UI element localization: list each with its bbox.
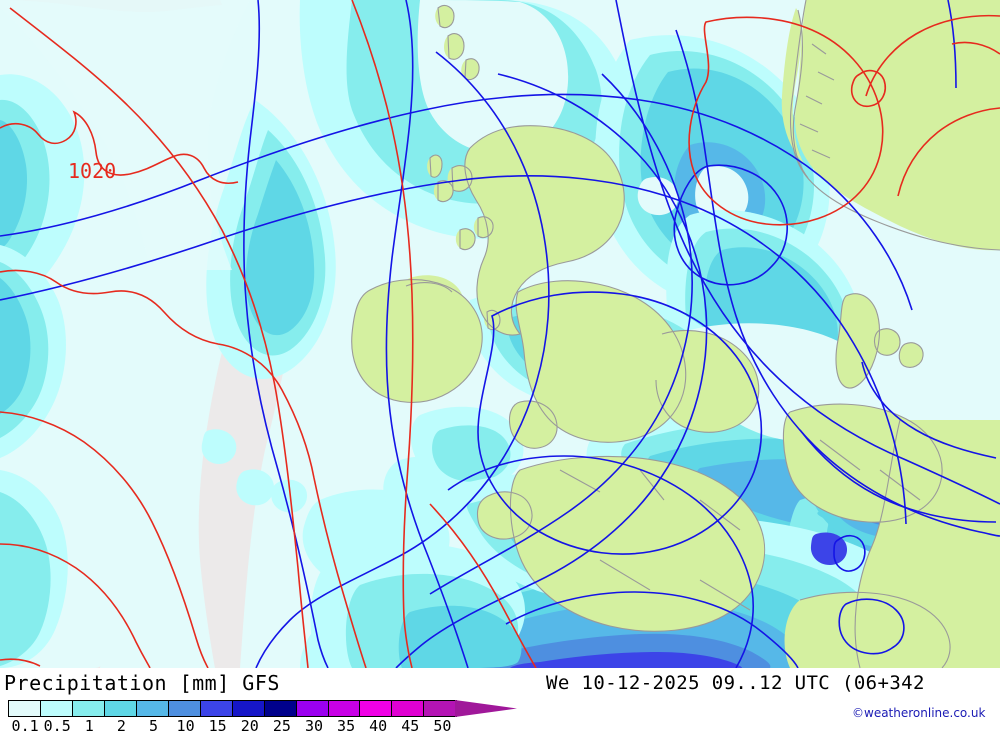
- color-scale-segment: [200, 701, 233, 716]
- color-scale-tick-label: 40: [369, 717, 388, 735]
- color-scale-segment: [72, 701, 105, 716]
- color-scale-segment: [136, 701, 169, 716]
- color-scale-tick-label: 0.1: [11, 717, 39, 735]
- chart-title: Precipitation [mm] GFS: [4, 671, 280, 695]
- color-scale-overflow-arrow: [455, 700, 518, 717]
- color-scale-segment: [424, 701, 457, 716]
- map-canvas[interactable]: 1020: [0, 0, 1000, 668]
- color-scale-segment: [104, 701, 137, 716]
- color-scale-segment: [328, 701, 361, 716]
- color-scale-tick-label: 2: [116, 717, 126, 735]
- color-scale-tick-label: 5: [148, 717, 158, 735]
- color-scale-tick-label: 20: [240, 717, 259, 735]
- color-scale-tick-label: 10: [176, 717, 195, 735]
- color-scale-ticks: 0.1 0.5 1 2 5 10 15 20 25 30 35 40 45 50: [0, 717, 530, 735]
- isobar-label-group: 1020: [68, 159, 116, 183]
- color-scale-tick-label: 0.5: [43, 717, 71, 735]
- copyright-notice: ©weatheronline.co.uk: [852, 706, 986, 720]
- color-scale-segment: [360, 701, 393, 716]
- isobars-high: [0, 0, 1000, 668]
- color-scale-tick-label: 25: [272, 717, 291, 735]
- color-scale-segment: [296, 701, 329, 716]
- color-scale-tick-label: 35: [337, 717, 356, 735]
- coastlines: [351, 0, 1000, 668]
- color-scale-tick-label: 50: [433, 717, 452, 735]
- color-scale-segment: [9, 701, 41, 716]
- color-scale-legend[interactable]: 0.1 0.5 1 2 5 10 15 20 25 30 35 40 45 50: [0, 700, 530, 735]
- color-scale-segment: [392, 701, 425, 716]
- color-scale-bar[interactable]: [8, 700, 458, 717]
- color-scale-tick-label: 1: [84, 717, 94, 735]
- isobar-label-1020: 1020: [68, 159, 116, 183]
- color-scale-segment: [264, 701, 297, 716]
- footer-panel: Precipitation [mm] GFS We 10-12-2025 09.…: [0, 668, 1000, 735]
- color-scale-tick-label: 30: [304, 717, 323, 735]
- color-scale-segment: [40, 701, 73, 716]
- color-scale-tick-label: 45: [401, 717, 420, 735]
- color-scale-segment: [168, 701, 201, 716]
- model-run-timestamp: We 10-12-2025 09..12 UTC (06+342: [546, 672, 925, 694]
- isobars-low: [0, 0, 1000, 668]
- color-scale-segment: [232, 701, 265, 716]
- map-svg: 1020: [0, 0, 1000, 668]
- color-scale-tick-label: 15: [208, 717, 227, 735]
